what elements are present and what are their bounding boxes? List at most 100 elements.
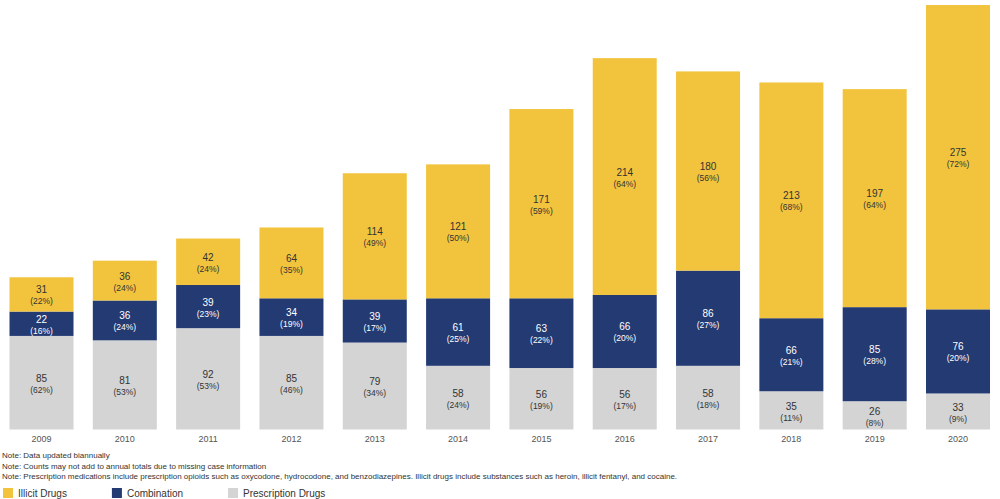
share-label: (64%) — [863, 200, 886, 210]
data-label: 79 — [369, 376, 381, 387]
x-tick-label: 2009 — [31, 434, 51, 444]
data-label: 76 — [952, 341, 964, 352]
baseline — [0, 430, 1000, 431]
x-tick-label: 2013 — [365, 434, 385, 444]
bar-segment — [176, 328, 240, 430]
x-tick-label: 2014 — [448, 434, 468, 444]
share-label: (11%) — [780, 413, 802, 423]
bar-segment — [93, 261, 157, 301]
data-label: 58 — [453, 388, 465, 399]
share-label: (20%) — [947, 353, 970, 363]
bar-segment — [593, 368, 657, 430]
legend-label: Combination — [127, 488, 183, 499]
legend: Illicit DrugsCombinationPrescription Dru… — [3, 488, 325, 499]
bar-segment — [176, 239, 240, 285]
bar-segment — [343, 173, 407, 299]
data-label: 56 — [536, 389, 548, 400]
bar-segment — [593, 58, 657, 295]
bar-segment — [93, 340, 157, 430]
bar-segment — [426, 164, 490, 298]
share-label: (24%) — [447, 400, 470, 410]
notes: Note: Data updated biannuallyNote: Count… — [2, 451, 677, 481]
data-label: 85 — [36, 373, 48, 384]
bar-segment — [509, 109, 573, 298]
chart: 85(62%)81(53%)92(53%)85(46%)79(34%)58(24… — [0, 0, 1000, 499]
bar-segment — [259, 336, 323, 430]
data-label: 64 — [286, 253, 298, 264]
data-label: 114 — [367, 226, 383, 237]
bar-segment — [676, 366, 740, 430]
bar-segment — [593, 295, 657, 368]
data-label: 39 — [369, 311, 381, 322]
data-label: 61 — [453, 322, 465, 333]
bar-segment — [93, 301, 157, 341]
data-label: 26 — [869, 406, 881, 417]
legend-swatch — [228, 488, 238, 498]
bar-segment — [843, 401, 907, 430]
bar-segment — [926, 309, 990, 393]
x-tick-label: 2017 — [698, 434, 718, 444]
data-label: 86 — [702, 308, 714, 319]
share-label: (53%) — [197, 381, 220, 391]
data-label: 66 — [619, 321, 631, 332]
data-label: 66 — [786, 345, 798, 356]
note: Note: Prescription medications include p… — [2, 472, 677, 481]
share-label: (34%) — [363, 388, 386, 398]
bar-segment — [176, 285, 240, 328]
bar-segment — [759, 391, 823, 430]
share-label: (56%) — [697, 173, 720, 183]
legend-swatch — [3, 488, 13, 498]
share-label: (59%) — [530, 206, 553, 216]
share-label: (18%) — [697, 400, 720, 410]
bar-segment — [759, 318, 823, 391]
share-label: (46%) — [280, 385, 303, 395]
data-label: 63 — [536, 323, 548, 334]
x-tick-label: 2015 — [531, 434, 551, 444]
data-label: 31 — [36, 284, 48, 295]
data-label: 39 — [203, 297, 215, 308]
data-label: 85 — [286, 373, 298, 384]
share-label: (24%) — [113, 322, 136, 332]
x-tick-label: 2019 — [865, 434, 885, 444]
share-label: (25%) — [447, 334, 470, 344]
share-label: (21%) — [780, 357, 803, 367]
bar-segment — [759, 82, 823, 318]
bar-segment — [509, 368, 573, 430]
share-label: (19%) — [280, 319, 303, 329]
data-label: 35 — [786, 401, 798, 412]
data-label: 92 — [203, 369, 215, 380]
data-label: 81 — [119, 375, 131, 386]
bar-segment — [926, 5, 990, 309]
data-labels: 85(62%)81(53%)92(53%)85(46%)79(34%)58(24… — [30, 147, 969, 427]
x-axis: 2009201020112012201320142015201620172018… — [31, 434, 968, 444]
share-label: (64%) — [613, 179, 636, 189]
share-label: (53%) — [113, 387, 136, 397]
data-label: 33 — [952, 402, 964, 413]
bar-segment — [926, 393, 990, 430]
bar-segment — [843, 89, 907, 307]
bar-segment — [426, 298, 490, 366]
bar-segment — [843, 307, 907, 401]
share-label: (27%) — [697, 320, 720, 330]
data-label: 56 — [619, 389, 631, 400]
x-tick-label: 2011 — [198, 434, 217, 444]
x-tick-label: 2020 — [948, 434, 968, 444]
share-label: (24%) — [197, 264, 220, 274]
bar-segment — [343, 299, 407, 342]
share-label: (16%) — [30, 326, 53, 336]
x-tick-label: 2010 — [115, 434, 135, 444]
share-label: (17%) — [613, 401, 636, 411]
data-label: 36 — [119, 271, 131, 282]
x-tick-label: 2018 — [781, 434, 801, 444]
data-label: 36 — [119, 310, 131, 321]
share-label: (72%) — [947, 159, 970, 169]
bar-segment — [426, 366, 490, 430]
x-tick-label: 2016 — [615, 434, 635, 444]
share-label: (28%) — [863, 356, 886, 366]
share-label: (19%) — [530, 401, 553, 411]
bar-segment — [676, 271, 740, 366]
note: Note: Data updated biannually — [2, 451, 110, 460]
bar-segment — [10, 277, 74, 311]
legend-swatch — [112, 488, 122, 498]
share-label: (35%) — [280, 265, 303, 275]
